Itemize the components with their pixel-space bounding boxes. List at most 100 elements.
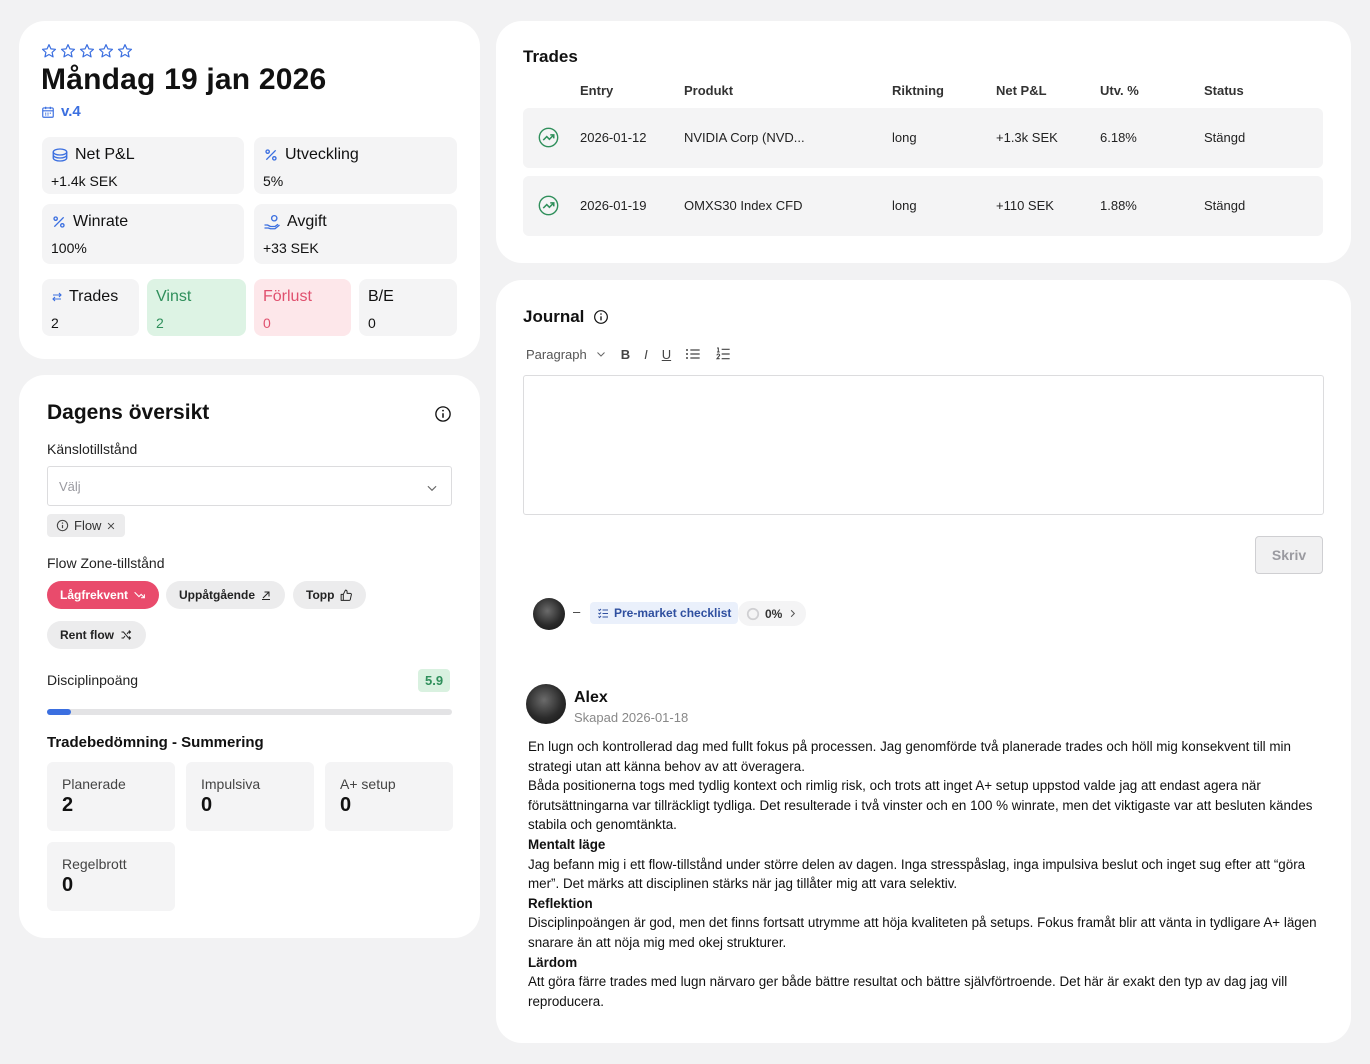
discipline-progress-bar	[47, 709, 452, 715]
rating-value: 0	[201, 794, 213, 816]
stat-label: Winrate	[73, 213, 129, 230]
stat-value: 0	[263, 315, 271, 331]
page-title: Måndag 19 jan 2026	[41, 63, 327, 96]
column-header-riktning[interactable]: Riktning	[892, 83, 944, 98]
stat-value: 2	[156, 315, 164, 331]
stat-avgift: Avgift +33 SEK	[254, 204, 457, 264]
table-row[interactable]: 2026-01-19 OMXS30 Index CFD long +110 SE…	[523, 176, 1323, 236]
created-date: Skapad 2026-01-18	[574, 710, 689, 725]
cell-utv: 1.88%	[1100, 198, 1137, 213]
rating-label: Planerade	[62, 776, 126, 792]
stat-label: Net P&L	[75, 146, 135, 163]
stat-value: +1.4k SEK	[51, 173, 118, 189]
calendar-icon	[42, 106, 54, 118]
entry-paragraph: Disciplinpoängen är god, men det finns f…	[528, 915, 1317, 950]
flow-option-lagfrekvent[interactable]: Lågfrekvent	[47, 581, 160, 609]
cell-entry: 2026-01-12	[580, 130, 647, 145]
stat-label: Utveckling	[285, 146, 359, 163]
percent-icon	[53, 216, 65, 228]
stat-label: B/E	[368, 288, 394, 305]
star-icon[interactable]	[79, 43, 95, 59]
flow-option-topp[interactable]: Topp	[293, 581, 367, 609]
cell-entry: 2026-01-19	[580, 198, 647, 213]
percent-icon	[265, 149, 277, 161]
discipline-progress-fill	[47, 709, 72, 715]
hand-coins-icon	[264, 214, 280, 230]
column-header-entry[interactable]: Entry	[580, 83, 614, 98]
close-icon[interactable]	[106, 521, 116, 531]
trade-rating-title: Tradebedömning - Summering	[47, 734, 264, 751]
numbered-list-icon[interactable]	[715, 346, 731, 362]
stat-forlust: Förlust 0	[254, 279, 351, 336]
cell-riktning: long	[892, 130, 917, 145]
journal-card: Journal Paragraph B I U Skriv – Pre-mark…	[496, 280, 1351, 1043]
info-icon[interactable]	[434, 405, 452, 423]
rating-stars[interactable]	[41, 43, 133, 59]
journal-editor[interactable]	[523, 375, 1324, 515]
feeling-select[interactable]: Välj	[47, 466, 452, 506]
italic-button[interactable]: I	[644, 346, 648, 362]
entry-paragraph: Jag befann mig i ett flow-tillstånd unde…	[528, 856, 1306, 892]
flow-zone-label: Flow Zone-tillstånd	[47, 555, 165, 571]
chevron-right-icon	[791, 609, 796, 618]
stat-winrate: Winrate 100%	[42, 204, 244, 264]
rating-value: 2	[62, 794, 74, 816]
flow-option-uppatgaende[interactable]: Uppåtgående	[166, 581, 286, 609]
block-type-label: Paragraph	[526, 346, 587, 362]
info-circle-icon	[56, 519, 69, 532]
discipline-label: Disciplinpoäng	[47, 672, 139, 688]
column-header-net-pnl[interactable]: Net P&L	[996, 83, 1047, 98]
stat-vinst: Vinst 2	[147, 279, 246, 336]
entry-dash: –	[573, 604, 581, 619]
progress-ring-icon	[746, 607, 760, 620]
stat-label: Vinst	[156, 288, 192, 305]
bullet-list-icon[interactable]	[685, 347, 701, 361]
entry-paragraph: En lugn och kontrollerad dag med fullt f…	[528, 739, 1291, 774]
star-icon[interactable]	[41, 43, 57, 59]
daily-overview-card: Dagens översikt Känslotillstånd Välj Flo…	[19, 375, 480, 938]
checklist-label: Pre-market checklist	[614, 606, 732, 620]
column-header-utv[interactable]: Utv. %	[1100, 83, 1139, 98]
underline-button[interactable]: U	[661, 346, 672, 362]
journal-entry-body: En lugn och kontrollerad dag med fullt f…	[528, 737, 1320, 1011]
rating-value: 0	[62, 874, 74, 896]
bold-button[interactable]: B	[620, 346, 631, 362]
option-label: Topp	[306, 588, 335, 602]
stat-value: +33 SEK	[263, 240, 319, 256]
version-label: v.4	[61, 103, 81, 120]
author-avatar	[526, 684, 566, 724]
table-row[interactable]: 2026-01-12 NVIDIA Corp (NVD... long +1.3…	[523, 108, 1323, 168]
option-label: Lågfrekvent	[60, 588, 129, 602]
trend-up-icon	[538, 195, 559, 216]
write-button[interactable]: Skriv	[1255, 536, 1323, 574]
chevron-down-icon	[427, 485, 437, 492]
checklist-progress[interactable]: 0%	[738, 601, 807, 626]
entry-heading: Reflektion	[528, 895, 593, 911]
chip-label: Flow	[74, 518, 102, 533]
column-header-status[interactable]: Status	[1204, 83, 1244, 98]
shuffle-icon	[121, 630, 132, 640]
cell-produkt: OMXS30 Index CFD	[684, 198, 803, 213]
feeling-chip-flow: Flow	[47, 514, 126, 537]
flow-option-rent-flow[interactable]: Rent flow	[47, 621, 146, 649]
cell-riktning: long	[892, 198, 917, 213]
stat-value: 5%	[263, 173, 284, 189]
overview-title: Dagens översikt	[47, 401, 210, 424]
checklist-badge[interactable]: Pre-market checklist	[590, 602, 739, 624]
star-icon[interactable]	[98, 43, 114, 59]
rating-regelbrott: Regelbrott 0	[47, 842, 175, 911]
info-icon[interactable]	[593, 309, 609, 325]
star-icon[interactable]	[117, 43, 133, 59]
block-type-select[interactable]: Paragraph	[526, 347, 607, 362]
stat-break-even: B/E 0	[359, 279, 457, 336]
stat-value: 2	[51, 315, 59, 331]
rating-impulsiva: Impulsiva 0	[186, 762, 314, 831]
rating-value: 0	[340, 794, 352, 816]
version-link[interactable]: v.4	[41, 103, 81, 120]
rating-label: A+ setup	[340, 776, 396, 792]
avatar	[533, 598, 565, 630]
trend-down-icon	[134, 591, 145, 598]
star-icon[interactable]	[60, 43, 76, 59]
rating-label: Regelbrott	[62, 856, 127, 872]
column-header-produkt[interactable]: Produkt	[684, 83, 734, 98]
